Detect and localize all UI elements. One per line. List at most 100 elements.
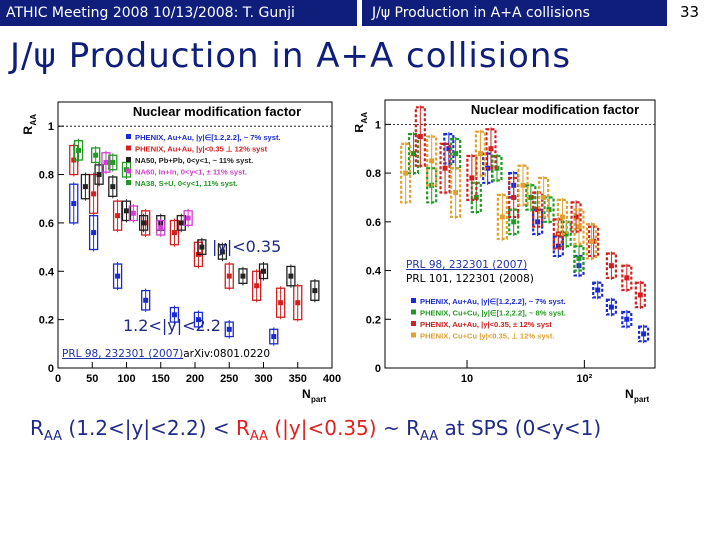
summary-raa-1-sub: AA [43, 429, 63, 444]
x-tick-label: 10 [461, 373, 473, 385]
data-point [130, 210, 136, 216]
legend-marker [126, 134, 131, 139]
data-point [411, 151, 417, 157]
data-point [178, 220, 184, 226]
data-point [541, 194, 547, 200]
data-point [520, 182, 526, 188]
data-point [76, 147, 82, 153]
legend-marker [126, 157, 131, 162]
data-point [278, 300, 284, 306]
data-point [576, 224, 582, 230]
data-point [595, 287, 601, 293]
y-tick-label: 1 [48, 121, 54, 133]
data-point [417, 134, 423, 140]
data-point [115, 273, 121, 279]
error-box [638, 325, 650, 343]
summary-raa-1: R [30, 416, 44, 440]
data-point [637, 292, 643, 298]
x-tick-label: 0 [55, 373, 61, 385]
header-slide-topic: J/ψ Production in A+A collisions [362, 0, 667, 26]
data-point [219, 249, 225, 255]
x-axis-label-sub: part [311, 395, 326, 404]
data-point [82, 184, 88, 190]
x-axis-label: N [625, 387, 634, 401]
data-point [429, 158, 435, 164]
x-tick-label: 250 [220, 373, 238, 385]
plot-title: Nuclear modification factor [471, 102, 639, 117]
data-point [158, 225, 164, 231]
left-ref-link[interactable]: PRL 98, 232301 (2007) [62, 348, 184, 360]
annotation-forward-rapidity: 1.2<|y|<2.2 [123, 316, 221, 335]
data-point [608, 304, 614, 310]
legend-entry: NA50, Pb+Pb, 0<y<1, ~ 11% syst. [135, 156, 253, 165]
data-point [261, 268, 266, 274]
right-plot-references: PRL 98, 232301 (2007) PRL 101, 122301 (2… [406, 258, 534, 286]
data-point [528, 194, 534, 200]
data-point [226, 326, 232, 332]
data-point [271, 334, 277, 340]
data-point [494, 165, 500, 171]
data-point [141, 220, 147, 226]
data-point [573, 214, 579, 220]
legend-entry: PHENIX, Au+Au, |y|<0.35, ± 12% syst [420, 320, 552, 329]
page-number: 33 [680, 3, 700, 21]
data-point [110, 159, 116, 165]
y-axis-label-sub: AA [29, 114, 38, 126]
y-tick-label: 0.6 [39, 218, 54, 230]
y-tick-label: 0.8 [39, 170, 54, 182]
summary-raa-3: R [406, 416, 420, 440]
y-axis-label: R [22, 126, 35, 135]
data-point [226, 273, 232, 279]
x-tick-label: 100 [117, 373, 135, 385]
data-point [295, 300, 301, 306]
data-point [143, 297, 149, 303]
legend-entry: PHENIX, Au+Au, |y|∈[1.2,2.2], ~ 7% syst. [420, 297, 566, 306]
legend-entry: NA60, In+In, 0<y<1, ± 11% syst. [135, 168, 247, 177]
error-box [621, 310, 633, 328]
data-point [453, 190, 459, 196]
y-tick-label: 0.4 [39, 266, 55, 278]
x-tick-label: 150 [152, 373, 170, 385]
left-raa-plot: 0 0.2 0.4 0.6 0.8 1 0 50 100 150 200 250 300 350 400 RA… [22, 101, 341, 404]
data-point [442, 165, 448, 171]
y-tick-label: 0 [375, 363, 381, 375]
data-point [453, 151, 459, 157]
legend-marker [411, 298, 416, 303]
data-point [559, 214, 565, 220]
y-tick-label: 0.8 [366, 168, 381, 180]
x-axis-label-sub: part [634, 395, 649, 404]
y-tick-label: 0.4 [366, 266, 382, 278]
error-box [605, 298, 617, 316]
left-ref-text: arXiv:0801.0220 [183, 348, 271, 360]
data-point [499, 214, 505, 220]
x-tick-label: 350 [289, 373, 307, 385]
data-point [199, 244, 205, 250]
data-point [312, 288, 318, 294]
data-point [446, 146, 452, 152]
data-point [91, 230, 97, 236]
data-point [488, 146, 494, 152]
legend-entry: PHENIX, Cu+Cu, |y|∈[1.2,2.2], ~ 8% syst. [420, 309, 566, 318]
data-point [171, 230, 177, 236]
data-point [511, 219, 517, 225]
summary-raa-2: R [235, 416, 250, 440]
summary-part-3: ~ [376, 416, 407, 440]
x-axis-label: N [302, 387, 311, 401]
plot-title: Nuclear modification factor [133, 104, 301, 119]
error-box [592, 281, 604, 299]
legend-marker [411, 332, 416, 338]
data-point [185, 215, 191, 221]
data-point [608, 263, 614, 269]
y-tick-label: 1 [375, 119, 381, 131]
data-point [240, 273, 246, 279]
slide-title: J/ψ Production in A+A collisions [10, 36, 572, 76]
x-tick-label: 50 [86, 373, 98, 385]
data-point [171, 312, 177, 318]
data-point [110, 184, 116, 190]
right-ref-text: PRL 101, 122301 (2008) [406, 273, 534, 285]
header-meeting-info: ATHIC Meeting 2008 10/13/2008: T. Gunji [0, 0, 357, 26]
data-point [624, 275, 630, 281]
right-ref-link[interactable]: PRL 98, 232301 (2007) [406, 259, 528, 271]
legend-marker [126, 168, 131, 174]
